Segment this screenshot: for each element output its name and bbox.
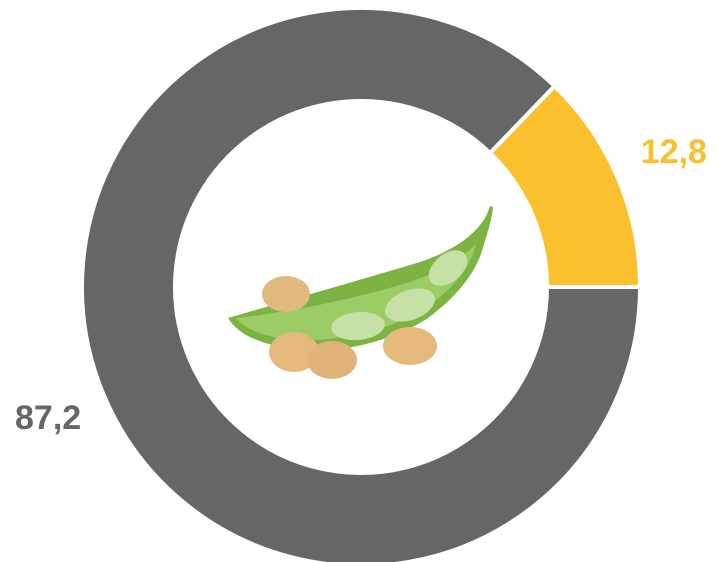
data-label: 87,2 bbox=[15, 399, 81, 437]
page: {"chart_data": {"type": "pie", "values":… bbox=[0, 0, 728, 562]
data-label: 12,8 bbox=[641, 133, 707, 171]
chart: 12,8 87,2 bbox=[0, 0, 728, 562]
soybean-illustration bbox=[228, 206, 493, 379]
